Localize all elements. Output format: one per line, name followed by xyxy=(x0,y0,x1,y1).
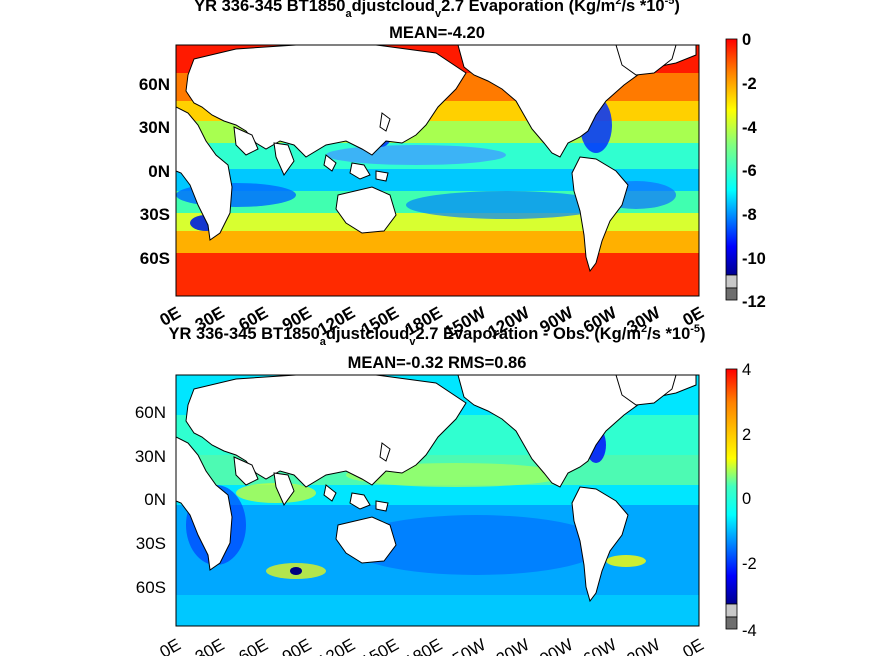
panel-top-lat-axis: 60N 30N 0N 30S 60S xyxy=(139,75,170,268)
panel-bottom-lat-axis: 60N 30N 0N 30S 60S xyxy=(135,403,166,597)
colorbar-label: 0 xyxy=(742,490,751,508)
lon-label: 90E xyxy=(279,635,315,656)
lat-label: 30N xyxy=(135,447,166,466)
lon-label: 0E xyxy=(156,635,184,656)
panel-top-stats: MEAN=-4.20 xyxy=(389,24,485,42)
lat-label: 30S xyxy=(136,534,166,553)
lon-label: 30E xyxy=(192,635,228,656)
lat-label: 30S xyxy=(140,205,170,224)
lat-label: 30N xyxy=(139,118,170,137)
panel-bottom-colorbar: 4 2 0 -2 -4 xyxy=(725,361,757,640)
colorbar-label: -4 xyxy=(742,622,757,640)
lon-label: 150E xyxy=(358,635,402,656)
colorbar-label: -8 xyxy=(742,206,757,224)
colorbar-label: -12 xyxy=(742,293,766,311)
panel-bottom-map xyxy=(175,374,700,627)
panel-top-colorbar: 0 -2 -4 -6 -8 -10 -12 xyxy=(725,31,766,311)
lon-label: 0E xyxy=(679,635,707,656)
colorbar-label: -4 xyxy=(742,119,757,137)
lon-label: 60W xyxy=(580,635,620,656)
lon-label: 120W xyxy=(485,635,533,656)
lat-label: 60S xyxy=(140,249,170,268)
lon-label: 60E xyxy=(235,635,271,656)
lon-label: 90W xyxy=(536,635,576,656)
colorbar-label: 2 xyxy=(742,426,751,444)
colorbar-label: -6 xyxy=(742,162,757,180)
panel-bottom-title: YR 336-345 BT1850adjustcloudv2.7 Evapora… xyxy=(168,323,705,348)
lat-label: 60N xyxy=(139,75,170,94)
lat-label: 60N xyxy=(135,403,166,422)
panel-bottom: YR 336-345 BT1850adjustcloudv2.7 Evapora… xyxy=(135,323,757,656)
panel-top-title: YR 336-345 BT1850adjustcloudv2.7 Evapora… xyxy=(194,0,680,20)
lat-label: 0N xyxy=(144,490,166,509)
colorbar-label: -2 xyxy=(742,555,757,573)
panel-bottom-stats: MEAN=-0.32 RMS=0.86 xyxy=(348,354,527,372)
lat-label: 0N xyxy=(148,162,170,181)
lon-label: 120E xyxy=(314,635,358,656)
lat-label: 60S xyxy=(136,578,166,597)
lon-label: 30W xyxy=(624,635,664,656)
colorbar-label: -2 xyxy=(742,75,757,93)
panel-top: YR 336-345 BT1850adjustcloudv2.7 Evapora… xyxy=(139,0,766,342)
colorbar-label: 4 xyxy=(742,361,751,379)
panel-top-map xyxy=(175,44,700,297)
colorbar-label: 0 xyxy=(742,31,751,49)
colorbar-label: -10 xyxy=(742,250,766,268)
lon-label: 150W xyxy=(441,635,489,656)
lon-label: 180E xyxy=(402,635,446,656)
